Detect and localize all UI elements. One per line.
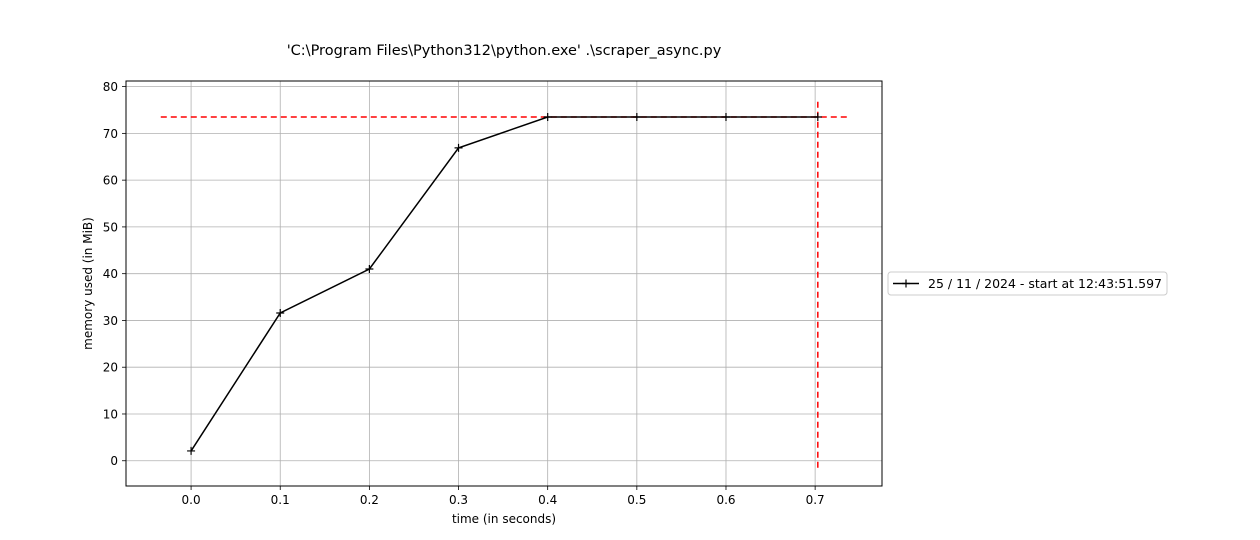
grid [126,81,882,486]
x-tick-label: 0.0 [182,493,201,507]
x-tick-label: 0.6 [716,493,735,507]
x-tick-label: 0.4 [538,493,557,507]
data-point-marker [454,143,463,152]
data-point-marker [813,113,822,122]
data-point-marker [632,113,641,122]
y-axis-ticks: 0 10 20 30 40 50 60 70 80 [103,80,126,468]
x-tick-label: 0.1 [271,493,290,507]
x-tick-label: 0.5 [627,493,646,507]
y-tick-label: 60 [103,174,118,188]
legend: 25 / 11 / 2024 - start at 12:43:51.597 [887,271,1168,296]
x-tick-label: 0.2 [360,493,379,507]
y-tick-label: 0 [110,454,118,468]
y-tick-label: 10 [103,407,118,421]
plot-area-frame [125,80,883,487]
data-point-marker [276,308,285,317]
data-point-marker [187,446,196,455]
y-tick-label: 20 [103,361,118,375]
y-tick-label: 80 [103,80,118,94]
legend-box [887,271,1168,296]
chart-title: 'C:\Program Files\Python312\python.exe' … [287,43,722,59]
legend-entry-label: 25 / 11 / 2024 - start at 12:43:51.597 [928,276,1162,291]
x-tick-label: 0.3 [449,493,468,507]
y-tick-label: 30 [103,314,118,328]
x-axis-label: time (in seconds) [452,512,556,526]
series-layer [187,113,822,455]
data-point-marker [721,113,730,122]
y-tick-label: 50 [103,220,118,234]
legend-marker-plus [902,279,910,288]
data-point-marker [543,113,552,122]
x-axis-ticks: 0.0 0.1 0.2 0.3 0.4 0.5 0.6 0.7 [182,486,825,507]
series-line [190,116,818,452]
x-tick-label: 0.7 [806,493,825,507]
data-point-marker [365,265,374,274]
y-tick-label: 70 [103,127,118,141]
y-tick-label: 40 [103,267,118,281]
y-axis-label: memory used (in MiB) [81,217,95,350]
